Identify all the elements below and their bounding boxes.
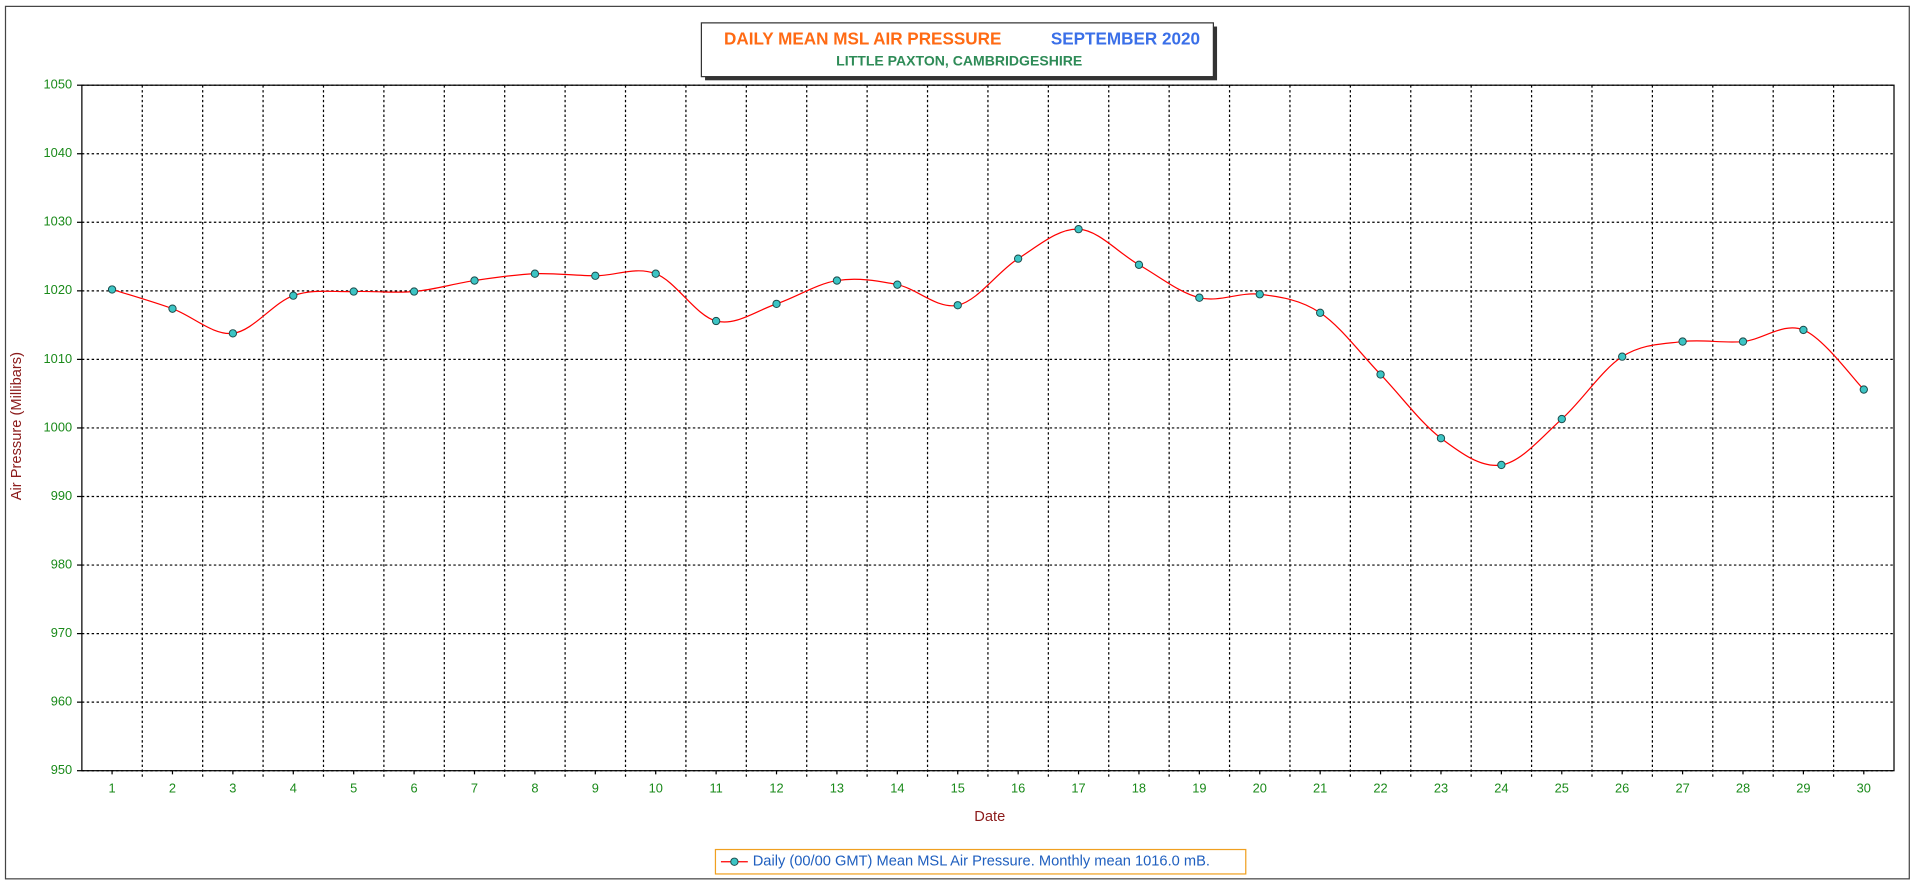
legend-box <box>714 848 1247 875</box>
x-tick-label: 1 <box>109 780 116 795</box>
data-point <box>289 291 298 300</box>
data-point <box>1618 352 1627 361</box>
data-point <box>1859 385 1868 394</box>
x-tick-label: 21 <box>1313 780 1327 795</box>
y-tick-label: 970 <box>51 625 72 640</box>
x-tick-label: 13 <box>830 780 844 795</box>
data-point <box>1013 254 1023 263</box>
x-tick-label: 3 <box>229 780 236 795</box>
data-point <box>1255 290 1264 299</box>
x-tick-label: 16 <box>1011 780 1025 795</box>
data-point <box>651 269 660 278</box>
x-tick-label: 23 <box>1434 780 1448 795</box>
x-tick-label: 25 <box>1555 780 1569 795</box>
x-tick-label: 9 <box>592 780 599 795</box>
x-tick-label: 29 <box>1796 780 1810 795</box>
x-tick-label: 20 <box>1253 780 1267 795</box>
title-box <box>700 22 1214 78</box>
x-tick-label: 6 <box>411 780 418 795</box>
x-tick-label: 14 <box>890 780 904 795</box>
x-tick-label: 27 <box>1675 780 1689 795</box>
y-tick-label: 960 <box>51 694 72 709</box>
x-tick-label: 17 <box>1071 780 1085 795</box>
chart-title-period: SEPTEMBER 2020 <box>1051 29 1200 48</box>
data-point <box>1436 434 1446 443</box>
data-point <box>107 285 117 294</box>
x-tick-label: 5 <box>350 780 357 795</box>
y-tick-label: 1020 <box>44 282 73 297</box>
x-tick-label: 4 <box>290 780 297 795</box>
data-point <box>953 301 962 310</box>
data-point <box>1678 337 1687 346</box>
data-point <box>1134 260 1144 269</box>
data-point <box>349 287 358 296</box>
y-tick-label: 1010 <box>44 351 73 366</box>
chart-title: DAILY MEAN MSL AIR PRESSURE <box>724 29 1001 48</box>
x-tick-label: 24 <box>1494 780 1508 795</box>
data-point <box>832 276 842 285</box>
data-point <box>893 280 902 289</box>
data-point <box>1195 293 1204 302</box>
data-point <box>470 276 479 285</box>
x-tick-label: 7 <box>471 780 478 795</box>
x-tick-label: 19 <box>1192 780 1206 795</box>
data-point <box>591 271 600 280</box>
y-tick-label: 950 <box>51 762 72 777</box>
y-axis-label: Air Pressure (Millibars) <box>9 352 25 500</box>
x-tick-label: 30 <box>1857 780 1871 795</box>
data-point <box>711 316 721 326</box>
data-point <box>1799 325 1808 335</box>
x-tick-label: 8 <box>531 780 538 795</box>
x-tick-label: 10 <box>649 780 663 795</box>
chart-subtitle: LITTLE PAXTON, CAMBRIDGESHIRE <box>836 53 1082 69</box>
data-point <box>228 329 238 338</box>
data-point <box>1074 224 1083 234</box>
x-tick-label: 26 <box>1615 780 1629 795</box>
x-tick-label: 28 <box>1736 780 1750 795</box>
data-point <box>1316 308 1325 317</box>
y-tick-label: 1030 <box>44 214 73 229</box>
y-tick-label: 1050 <box>44 77 73 92</box>
data-point <box>409 287 419 296</box>
data-point <box>1738 337 1748 346</box>
legend-label: Daily (00/00 GMT) Mean MSL Air Pressure.… <box>753 854 1210 870</box>
x-tick-label: 11 <box>709 780 722 795</box>
data-point <box>1376 370 1385 379</box>
data-point <box>168 304 177 313</box>
y-tick-label: 980 <box>51 556 72 571</box>
x-tick-label: 22 <box>1373 780 1387 795</box>
x-tick-label: 15 <box>951 780 965 795</box>
x-tick-label: 18 <box>1132 780 1146 795</box>
data-point <box>1497 460 1506 470</box>
x-tick-label: 2 <box>169 780 176 795</box>
x-tick-label: 12 <box>769 780 783 795</box>
x-axis-label: Date <box>974 809 1005 825</box>
data-point <box>1557 414 1566 424</box>
y-tick-label: 1040 <box>44 145 73 160</box>
y-tick-label: 990 <box>51 488 72 503</box>
y-tick-label: 1000 <box>44 419 73 434</box>
data-point <box>530 269 540 278</box>
legend-marker <box>730 857 739 866</box>
data-point <box>772 299 781 309</box>
